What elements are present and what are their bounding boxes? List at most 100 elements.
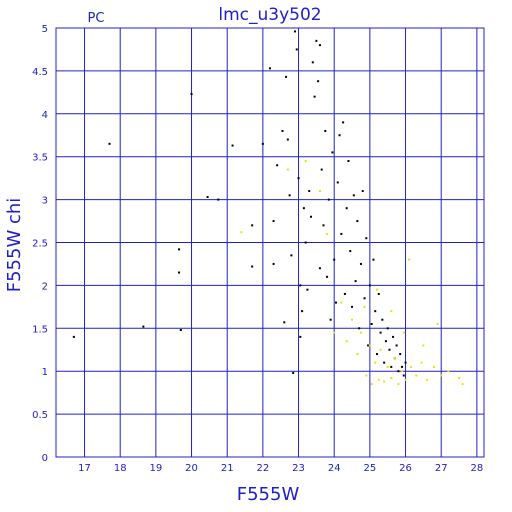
x-tick-label: 18 (114, 463, 127, 474)
data-point (306, 288, 309, 291)
data-point (383, 361, 386, 364)
data-point (318, 190, 321, 193)
data-point (304, 241, 307, 244)
data-point (376, 288, 378, 291)
data-point (363, 305, 366, 308)
data-point (383, 380, 386, 383)
data-point (381, 318, 384, 321)
data-point (333, 331, 336, 334)
data-point (340, 301, 343, 304)
y-tick-label: 0.5 (32, 410, 48, 421)
data-point (392, 335, 395, 338)
data-point (356, 353, 359, 356)
x-tick-label: 22 (256, 463, 269, 474)
data-point (397, 370, 400, 373)
data-point (347, 159, 350, 162)
data-point (179, 329, 182, 332)
y-tick-label: 3 (42, 196, 48, 207)
data-point (72, 335, 75, 338)
x-tick-label: 25 (363, 463, 376, 474)
data-point (433, 365, 436, 368)
y-tick-label: 5 (42, 24, 48, 35)
data-point (276, 164, 279, 167)
data-point (286, 138, 289, 141)
data-point (415, 374, 418, 377)
data-point (299, 284, 302, 287)
data-point (231, 144, 234, 147)
data-point (374, 310, 377, 313)
data-point (361, 190, 364, 193)
data-point (285, 75, 288, 78)
data-point (377, 292, 380, 295)
data-point (286, 168, 289, 171)
x-tick-label: 20 (185, 463, 198, 474)
data-point (404, 361, 407, 364)
data-point (422, 344, 425, 347)
data-point (390, 310, 393, 313)
data-point (408, 258, 411, 261)
data-point (372, 258, 375, 261)
data-point (425, 378, 428, 381)
data-point (404, 378, 407, 381)
y-axis-label: F555W chi (4, 198, 25, 293)
data-point (297, 177, 300, 180)
data-point (288, 194, 291, 197)
data-point (379, 331, 382, 334)
data-point (313, 95, 316, 98)
data-point (251, 265, 254, 268)
data-point (358, 327, 361, 330)
x-axis-label: F555W (237, 484, 300, 505)
y-tick-label: 1 (42, 367, 48, 378)
data-point (377, 378, 380, 381)
data-point (440, 374, 443, 377)
data-point (326, 275, 329, 278)
data-point (388, 348, 391, 351)
x-tick-label: 26 (399, 463, 412, 474)
y-tick-label: 2.5 (32, 239, 48, 250)
data-point (329, 318, 332, 321)
data-point (320, 168, 323, 171)
data-point (365, 374, 368, 377)
x-tick-label: 21 (221, 463, 234, 474)
data-point (334, 301, 337, 304)
data-point (333, 258, 336, 261)
data-point (386, 365, 389, 368)
data-point (324, 129, 327, 132)
data-point (400, 370, 403, 373)
data-point (345, 340, 348, 343)
data-point (301, 310, 304, 313)
data-point (251, 224, 254, 227)
data-point (318, 267, 321, 270)
data-point (178, 271, 181, 274)
data-point (409, 365, 412, 368)
data-point (420, 361, 423, 364)
data-point (317, 80, 320, 83)
corner-label: PC (88, 11, 105, 26)
y-tick-label: 1.5 (32, 324, 48, 335)
data-point (299, 335, 302, 338)
x-tick-label: 27 (435, 463, 448, 474)
data-point (310, 215, 313, 218)
data-point (322, 224, 325, 227)
plot-frame (55, 27, 485, 458)
data-point (436, 323, 439, 326)
data-point (393, 357, 396, 360)
y-tick-label: 3.5 (32, 153, 48, 164)
data-point (308, 190, 311, 193)
data-point (281, 129, 284, 132)
data-point (311, 61, 314, 64)
y-tick-labels: 0 0.5 1 1.5 2 2.5 3 3.5 4 4.5 5 (32, 24, 48, 464)
data-point (447, 370, 450, 373)
data-point (349, 250, 352, 253)
data-point (336, 181, 339, 184)
data-point (363, 297, 366, 300)
data-point (318, 44, 321, 47)
data-point (397, 383, 400, 386)
x-tick-labels: 17 18 19 20 21 22 23 24 25 26 27 28 (78, 463, 483, 474)
data-point (261, 142, 264, 145)
data-point (206, 196, 209, 199)
x-tick-label: 19 (149, 463, 162, 474)
data-point (302, 207, 305, 210)
data-point (368, 284, 371, 287)
